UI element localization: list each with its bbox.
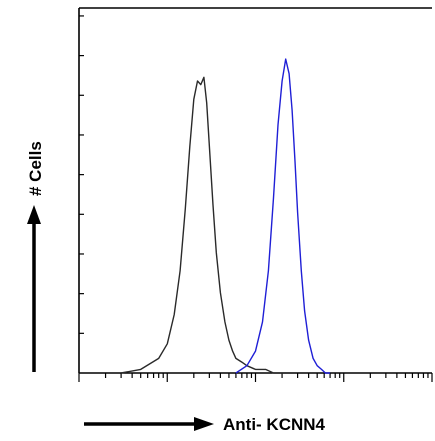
y-arrow-head	[27, 205, 41, 224]
series-group	[120, 58, 331, 374]
x-arrow-head	[194, 417, 214, 431]
x-axis-label-group: Anti- KCNN4	[84, 415, 326, 434]
x-axis-label: Anti- KCNN4	[223, 415, 326, 434]
y-ticks	[79, 15, 84, 334]
y-axis-label-group: # Cells	[26, 141, 45, 372]
x-ticks	[78, 373, 433, 382]
plot-area	[78, 7, 433, 382]
series-line-kcnn4	[235, 58, 331, 374]
series-line-control	[120, 76, 293, 374]
y-axis-label: # Cells	[26, 141, 45, 196]
